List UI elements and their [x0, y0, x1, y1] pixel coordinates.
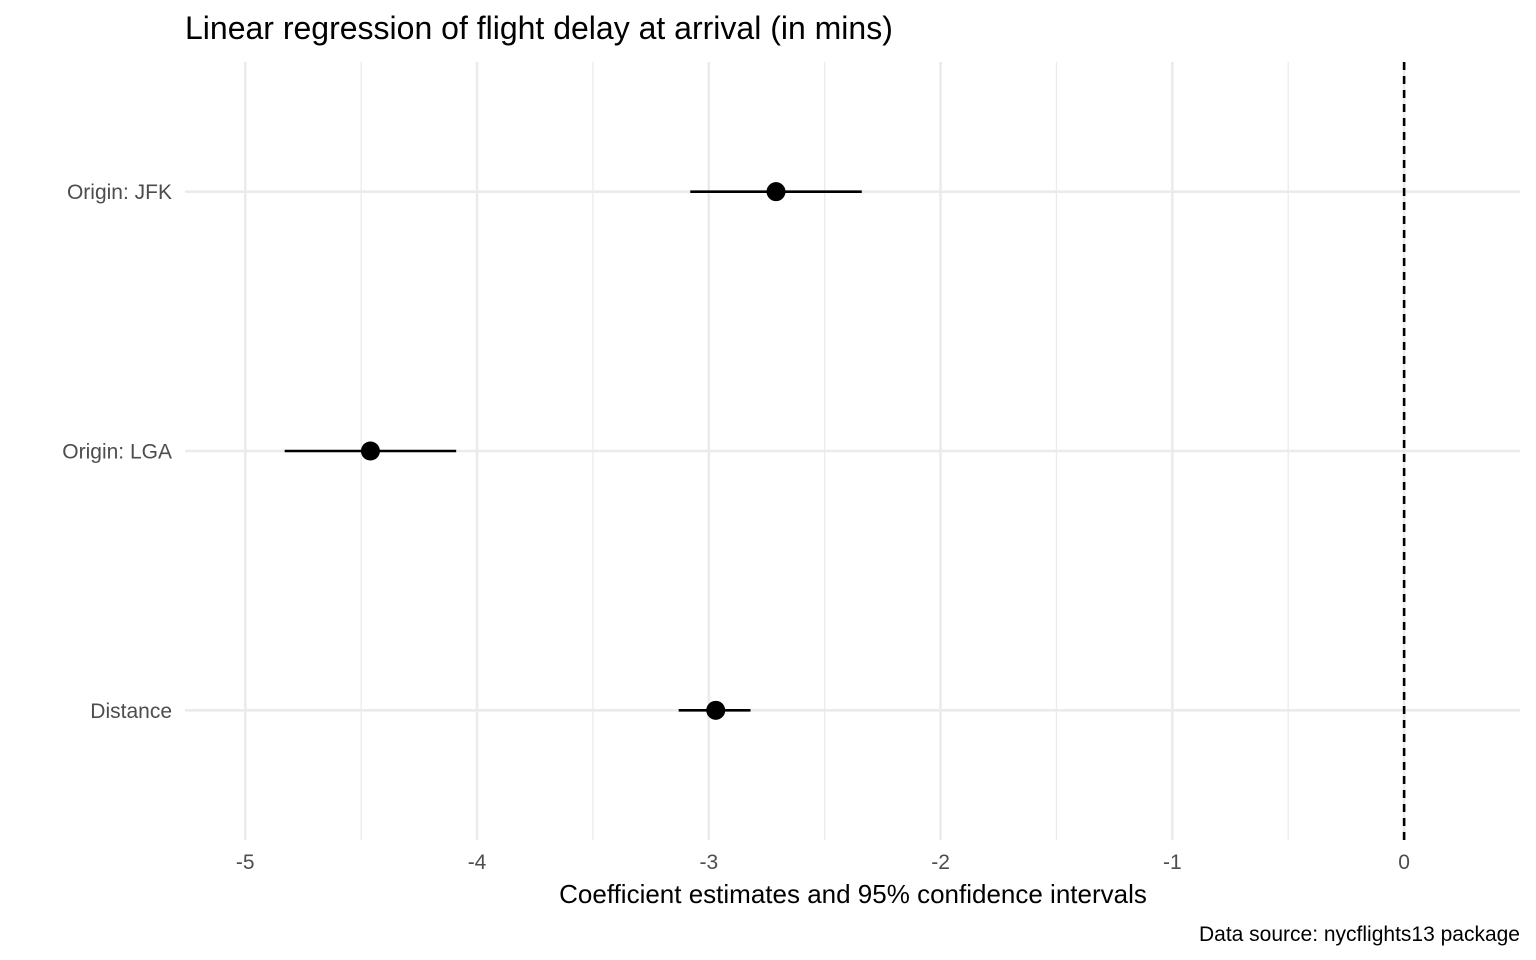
coefficient-estimate-point — [360, 441, 380, 461]
x-tick-label: -2 — [931, 851, 950, 874]
y-tick-label: Origin: LGA — [62, 441, 172, 464]
y-axis-tick-labels: Origin: JFK Origin: LGA Distance — [62, 181, 172, 723]
chart-title: Linear regression of flight delay at arr… — [185, 10, 893, 46]
x-tick-label: -1 — [1163, 851, 1182, 874]
y-tick-label: Origin: JFK — [67, 181, 172, 204]
coefficient-estimate-point — [766, 182, 786, 202]
x-tick-label: -5 — [236, 851, 255, 874]
coefficient-estimate-point — [706, 700, 726, 720]
x-axis-label: Coefficient estimates and 95% confidence… — [559, 879, 1147, 909]
x-tick-label: -4 — [468, 851, 487, 874]
y-tick-label: Distance — [90, 700, 172, 723]
x-axis-tick-labels: -5 -4 -3 -2 -1 0 — [236, 851, 1410, 874]
coefficient-marks — [284, 182, 862, 720]
x-tick-label: 0 — [1398, 851, 1410, 874]
data-source-caption: Data source: nycflights13 package — [1199, 923, 1520, 946]
x-tick-label: -3 — [699, 851, 718, 874]
